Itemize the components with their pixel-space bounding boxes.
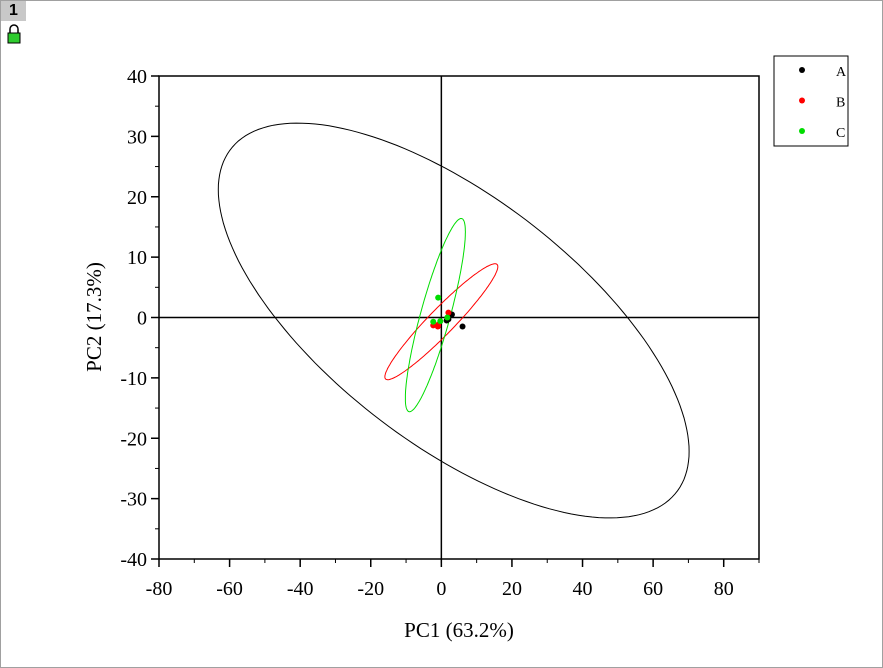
y-tick-label: -30 (120, 489, 147, 511)
confidence-ellipse (217, 122, 690, 519)
y-tick-label: -10 (120, 368, 147, 390)
y-axis-title: PC2 (17.3%) (82, 262, 106, 372)
legend-label: C (836, 126, 845, 141)
point (445, 309, 452, 316)
x-tick-label: -40 (287, 578, 314, 600)
point (435, 294, 442, 301)
x-tick-label: 0 (436, 578, 446, 600)
confidence-ellipse (384, 263, 499, 381)
page-tab[interactable]: 1 (1, 1, 26, 21)
point (437, 318, 444, 325)
y-tick-label: 20 (127, 187, 147, 209)
legend-box (773, 55, 849, 147)
x-tick-label: -60 (216, 578, 243, 600)
x-tick-label: 80 (714, 578, 734, 600)
point (430, 318, 437, 325)
x-tick-label: 40 (573, 578, 593, 600)
lock-icon (7, 24, 21, 44)
point (444, 314, 451, 321)
point (434, 323, 441, 330)
y-tick-label: -40 (120, 549, 147, 571)
legend-marker (799, 128, 805, 134)
confidence-ellipse (404, 218, 466, 413)
y-tick-label: 10 (127, 247, 147, 269)
point (459, 323, 466, 330)
legend-label: B (836, 96, 845, 111)
legend-marker (799, 97, 805, 104)
legend-marker (799, 67, 805, 73)
y-tick-label: 0 (137, 308, 147, 330)
y-tick-label: 40 (127, 66, 147, 88)
x-tick-label: -80 (146, 578, 173, 600)
x-tick-label: -20 (357, 578, 384, 600)
x-axis-title: PC1 (63.2%) (404, 618, 514, 642)
legend-label: A (836, 65, 847, 80)
x-tick-label: 20 (502, 578, 522, 600)
y-tick-label: 30 (127, 126, 147, 148)
y-tick-label: -20 (120, 428, 147, 450)
x-tick-label: 60 (643, 578, 663, 600)
